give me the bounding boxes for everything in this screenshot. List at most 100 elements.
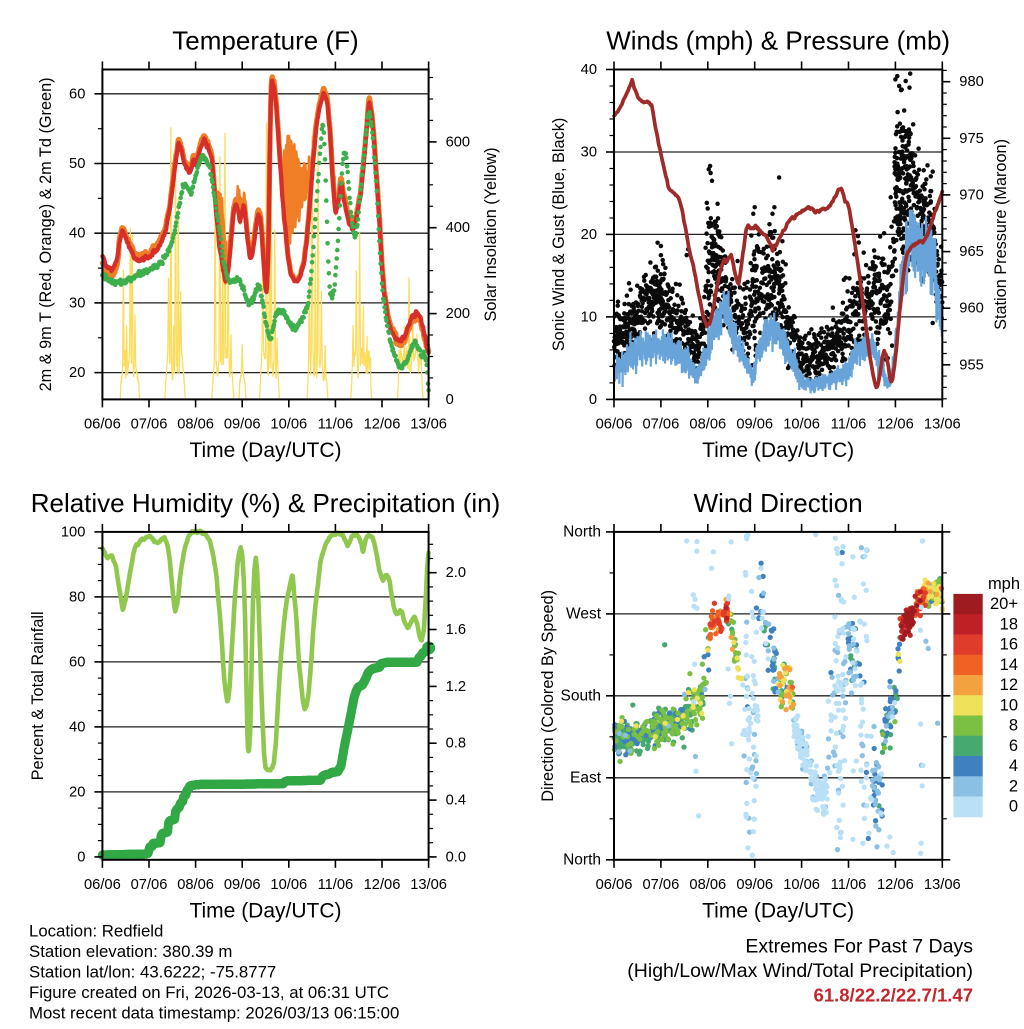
- svg-text:1.6: 1.6: [446, 622, 466, 638]
- svg-text:09/06: 09/06: [224, 877, 261, 893]
- svg-text:61.8/22.2/22.7/1.47: 61.8/22.2/22.7/1.47: [814, 985, 973, 1006]
- svg-text:07/06: 07/06: [643, 417, 680, 433]
- svg-text:0: 0: [446, 392, 454, 408]
- svg-text:Solar Insolation (Yellow): Solar Insolation (Yellow): [482, 147, 500, 321]
- svg-text:0: 0: [77, 849, 85, 865]
- svg-text:Most recent data timestamp: 20: Most recent data timestamp: 2026/03/13 0…: [29, 1004, 399, 1023]
- svg-text:2.0: 2.0: [446, 565, 466, 581]
- svg-text:12/06: 12/06: [364, 417, 401, 433]
- svg-text:10: 10: [581, 309, 597, 325]
- svg-text:955: 955: [959, 357, 984, 373]
- svg-text:8: 8: [1009, 717, 1018, 735]
- svg-text:30: 30: [581, 144, 597, 160]
- svg-text:11/06: 11/06: [318, 877, 354, 893]
- svg-text:11/06: 11/06: [318, 417, 354, 433]
- svg-text:20: 20: [69, 784, 85, 800]
- svg-text:07/06: 07/06: [131, 877, 168, 893]
- svg-text:North: North: [563, 523, 601, 540]
- svg-text:North: North: [563, 851, 601, 868]
- svg-text:13/06: 13/06: [924, 877, 961, 893]
- svg-text:965: 965: [959, 244, 984, 260]
- svg-text:East: East: [570, 769, 602, 786]
- svg-text:mph: mph: [988, 575, 1020, 593]
- svg-text:10/06: 10/06: [783, 417, 820, 433]
- svg-text:09/06: 09/06: [736, 417, 773, 433]
- svg-text:1.2: 1.2: [446, 679, 466, 695]
- svg-text:50: 50: [69, 156, 85, 172]
- svg-text:Extremes For Past 7 Days: Extremes For Past 7 Days: [745, 936, 973, 958]
- svg-text:Station lat/lon: 43.6222; -75.: Station lat/lon: 43.6222; -75.8777: [29, 963, 276, 982]
- svg-text:975: 975: [959, 131, 984, 147]
- svg-text:08/06: 08/06: [689, 877, 726, 893]
- svg-text:07/06: 07/06: [131, 417, 168, 433]
- svg-text:Percent & Total Rainfall: Percent & Total Rainfall: [29, 611, 47, 780]
- svg-text:16: 16: [1000, 636, 1018, 654]
- svg-text:0.4: 0.4: [446, 793, 466, 809]
- svg-text:12: 12: [1000, 676, 1018, 694]
- svg-text:60: 60: [69, 86, 85, 102]
- svg-text:Temperature (F): Temperature (F): [172, 26, 358, 56]
- svg-text:20: 20: [581, 227, 597, 243]
- svg-text:20+: 20+: [990, 595, 1018, 613]
- svg-text:08/06: 08/06: [689, 417, 726, 433]
- svg-text:30: 30: [69, 295, 85, 311]
- svg-text:6: 6: [1009, 737, 1018, 755]
- svg-text:200: 200: [446, 306, 471, 322]
- svg-text:11/06: 11/06: [831, 417, 867, 433]
- svg-text:100: 100: [61, 524, 86, 540]
- svg-text:09/06: 09/06: [736, 877, 773, 893]
- svg-text:14: 14: [1000, 656, 1018, 674]
- svg-text:Station Pressure (Maroon): Station Pressure (Maroon): [992, 139, 1010, 330]
- svg-text:970: 970: [959, 187, 984, 203]
- svg-text:0: 0: [589, 392, 597, 408]
- svg-text:2: 2: [1009, 777, 1018, 795]
- svg-text:09/06: 09/06: [224, 417, 261, 433]
- svg-text:0.0: 0.0: [446, 849, 466, 865]
- svg-text:07/06: 07/06: [643, 877, 680, 893]
- svg-text:40: 40: [69, 226, 85, 242]
- svg-text:South: South: [560, 687, 601, 704]
- svg-text:Station elevation: 380.39 m: Station elevation: 380.39 m: [29, 942, 232, 961]
- svg-text:06/06: 06/06: [84, 417, 121, 433]
- svg-text:12/06: 12/06: [877, 877, 914, 893]
- svg-text:10/06: 10/06: [783, 877, 820, 893]
- svg-text:06/06: 06/06: [596, 417, 633, 433]
- svg-text:960: 960: [959, 301, 984, 317]
- svg-text:600: 600: [446, 134, 471, 150]
- svg-text:06/06: 06/06: [84, 877, 121, 893]
- svg-text:4: 4: [1009, 757, 1018, 775]
- svg-text:10: 10: [1000, 696, 1018, 714]
- svg-text:20: 20: [69, 365, 85, 381]
- svg-text:40: 40: [69, 719, 85, 735]
- svg-text:(High/Low/Max Wind/Total Preci: (High/Low/Max Wind/Total Precipitation): [627, 960, 973, 982]
- svg-text:Sonic Wind & Gust (Blue, Black: Sonic Wind & Gust (Blue, Black): [550, 118, 568, 351]
- svg-text:Location: Redfield: Location: Redfield: [29, 922, 163, 941]
- svg-text:12/06: 12/06: [877, 417, 914, 433]
- svg-text:Figure created on Fri, 2026-03: Figure created on Fri, 2026-03-13, at 06…: [29, 983, 389, 1002]
- svg-text:Time (Day/UTC): Time (Day/UTC): [189, 900, 341, 923]
- svg-text:13/06: 13/06: [410, 877, 447, 893]
- svg-text:0.8: 0.8: [446, 736, 466, 752]
- svg-text:2m & 9m T (Red, Orange) & 2m T: 2m & 9m T (Red, Orange) & 2m Td (Green): [37, 77, 55, 391]
- svg-text:13/06: 13/06: [924, 417, 961, 433]
- svg-text:10/06: 10/06: [270, 417, 307, 433]
- svg-text:Winds (mph) & Pressure (mb): Winds (mph) & Pressure (mb): [606, 26, 950, 56]
- svg-text:Direction (Colored By Speed): Direction (Colored By Speed): [539, 590, 557, 802]
- svg-text:Time (Day/UTC): Time (Day/UTC): [702, 900, 854, 923]
- svg-text:40: 40: [581, 62, 597, 78]
- svg-text:60: 60: [69, 654, 85, 670]
- svg-text:Time (Day/UTC): Time (Day/UTC): [702, 439, 854, 462]
- svg-text:11/06: 11/06: [831, 877, 867, 893]
- svg-text:10/06: 10/06: [270, 877, 307, 893]
- svg-text:18: 18: [1000, 615, 1018, 633]
- svg-text:West: West: [566, 605, 602, 622]
- svg-text:13/06: 13/06: [410, 417, 447, 433]
- svg-text:Time (Day/UTC): Time (Day/UTC): [189, 439, 341, 462]
- svg-text:980: 980: [959, 74, 984, 90]
- svg-text:06/06: 06/06: [596, 877, 633, 893]
- svg-text:Relative Humidity (%) & Precip: Relative Humidity (%) & Precipitation (i…: [31, 488, 501, 518]
- svg-text:0: 0: [1009, 798, 1018, 816]
- svg-text:08/06: 08/06: [177, 417, 214, 433]
- svg-text:80: 80: [69, 589, 85, 605]
- svg-text:08/06: 08/06: [177, 877, 214, 893]
